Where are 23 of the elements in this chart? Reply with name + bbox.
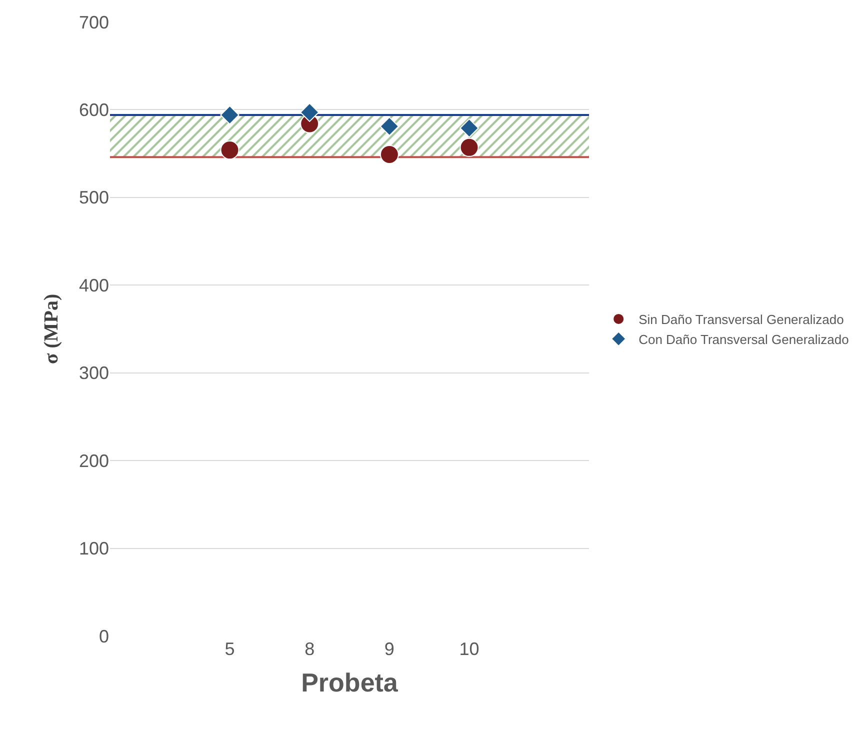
y-axis-title: σ (MPa)	[40, 294, 62, 364]
point	[460, 138, 479, 157]
legend-label: Con Daño Transversal Generalizado	[638, 332, 849, 347]
y-tick-label: 200	[78, 450, 109, 471]
point	[460, 118, 479, 138]
y-tick-label: 500	[78, 188, 109, 208]
x-tick-label: 9	[384, 639, 394, 659]
x-tick-label: 10	[459, 639, 480, 659]
y-tick-label: 700	[78, 12, 109, 32]
y-tick-label: 300	[78, 363, 109, 384]
y-tick-label: 400	[78, 275, 109, 296]
point	[380, 144, 399, 164]
y-tick-label: 0	[98, 626, 109, 646]
x-tick-label: 5	[224, 639, 235, 659]
x-tick-label: 8	[304, 639, 315, 659]
point	[300, 102, 320, 122]
point	[380, 116, 400, 136]
x-axis-title: Probeta	[301, 668, 398, 698]
point	[220, 140, 240, 160]
y-tick-label: 100	[78, 538, 109, 559]
y-tick-label: 600	[78, 100, 109, 120]
point	[220, 105, 240, 125]
legend-label: Sin Daño Transversal Generalizado	[638, 312, 844, 328]
